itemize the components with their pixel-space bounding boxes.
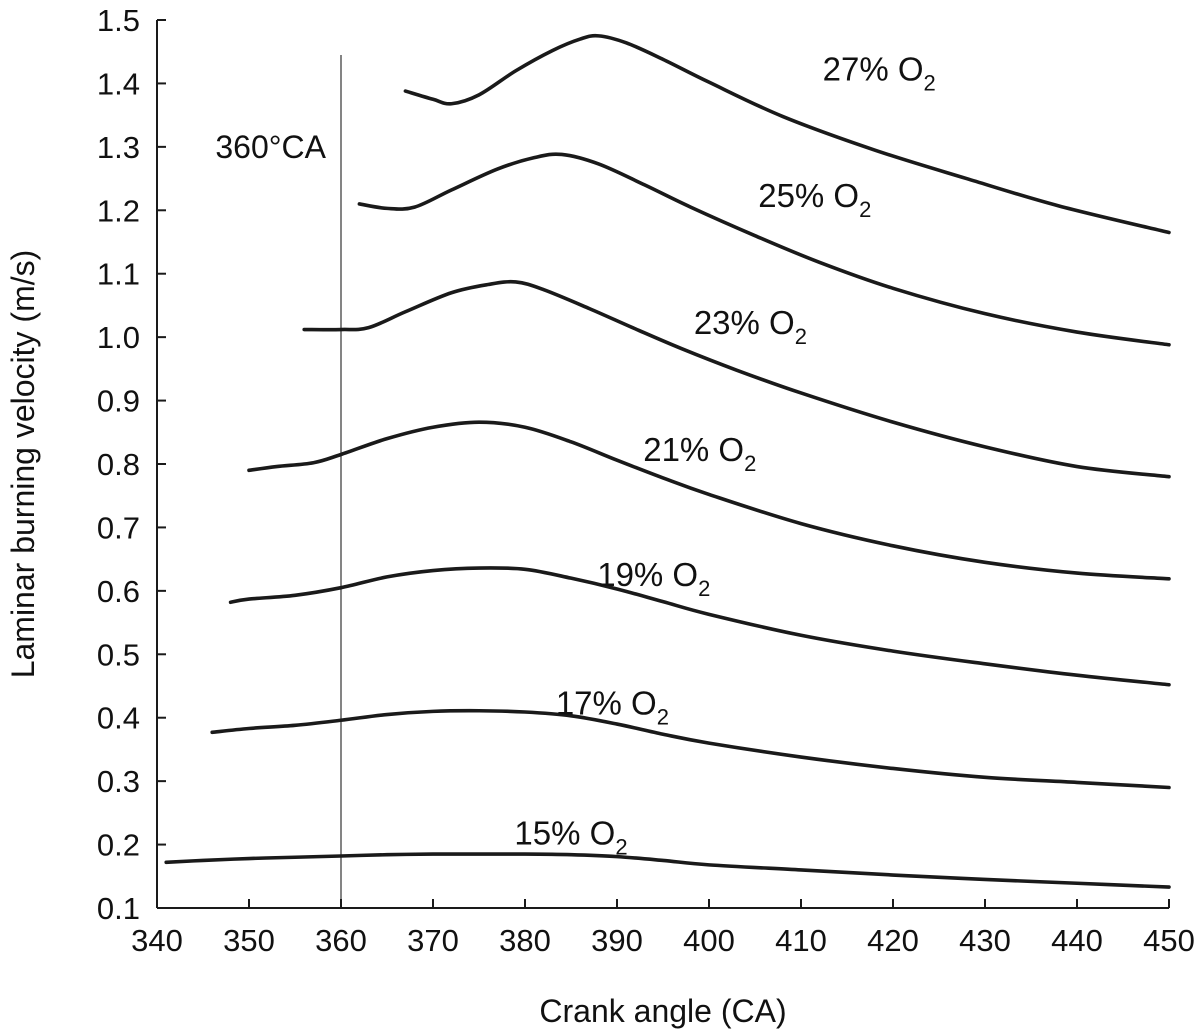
x-tick-label: 400: [683, 923, 735, 958]
y-tick-label: 0.5: [97, 637, 140, 672]
y-tick-label: 0.6: [97, 574, 140, 609]
x-ticks-group: 340 350 360 370 380 390 400 410 420 430 440 450: [131, 899, 1195, 958]
y-tick-label: 0.9: [97, 384, 140, 419]
y-tick-label: 0.2: [97, 828, 140, 863]
x-tick-label: 350: [223, 923, 275, 958]
reference-line-label: 360°CA: [215, 129, 326, 165]
plot-area: [157, 20, 1169, 908]
series-label-7: 27% O2: [823, 50, 936, 95]
y-tick-label: 1.0: [97, 320, 140, 355]
series-line-6: [357, 152, 1171, 347]
x-tick-label: 440: [1051, 923, 1103, 958]
reference-line-group: 360°CA: [215, 55, 342, 908]
y-tick-label: 1.5: [97, 3, 140, 38]
series-label-6: 25% O2: [758, 177, 871, 222]
y-tick-label: 0.7: [97, 510, 140, 545]
series-label-main: 21% O: [643, 431, 744, 468]
series-label-main: 15% O: [514, 815, 615, 852]
series-label-4: 21% O2: [643, 431, 756, 476]
y-axis-title: Laminar burning velocity (m/s): [5, 250, 41, 679]
series-line-2: [210, 708, 1171, 790]
series-label-subscript: 2: [924, 70, 936, 95]
series-label-5: 23% O2: [694, 304, 807, 349]
series-label-subscript: 2: [615, 835, 627, 860]
series-label-subscript: 2: [795, 324, 807, 349]
series-group: [164, 33, 1171, 889]
series-label-subscript: 2: [859, 197, 871, 222]
series-line-1: [164, 852, 1171, 889]
x-tick-label: 380: [499, 923, 551, 958]
series-label-main: 23% O: [694, 304, 795, 341]
series-line-7: [403, 33, 1171, 235]
series-label-2: 17% O2: [556, 685, 669, 730]
series-label-subscript: 2: [698, 576, 710, 601]
y-tick-label: 0.4: [97, 701, 140, 736]
series-label-3: 19% O2: [597, 556, 710, 601]
y-tick-label: 1.1: [97, 257, 140, 292]
y-tick-label: 1.2: [97, 193, 140, 228]
x-tick-label: 360: [315, 923, 367, 958]
x-tick-label: 370: [407, 923, 459, 958]
x-axis-title: Crank angle (CA): [539, 993, 786, 1029]
series-line-4: [247, 420, 1171, 581]
series-label-1: 15% O2: [514, 815, 627, 860]
series-line-3: [228, 566, 1171, 687]
y-ticks-group: 0.1 0.2 0.3 0.4 0.5 0.6 0.7 0.8 0.9 1.0 1.1 1.2 1.3 1…: [97, 3, 166, 926]
y-tick-label: 1.3: [97, 130, 140, 165]
series-label-subscript: 2: [657, 705, 669, 730]
y-tick-label: 0.3: [97, 764, 140, 799]
x-tick-label: 450: [1143, 923, 1195, 958]
x-tick-label: 410: [775, 923, 827, 958]
x-tick-label: 430: [959, 923, 1011, 958]
y-tick-label: 0.1: [97, 891, 140, 926]
series-label-main: 27% O: [823, 50, 924, 87]
series-line-5: [302, 279, 1171, 479]
series-label-main: 19% O: [597, 556, 698, 593]
y-tick-label: 0.8: [97, 447, 140, 482]
series-label-main: 17% O: [556, 685, 657, 722]
y-tick-label: 1.4: [97, 66, 140, 101]
x-tick-label: 340: [131, 923, 183, 958]
series-label-main: 25% O: [758, 177, 859, 214]
series-label-subscript: 2: [744, 451, 756, 476]
x-tick-label: 420: [867, 923, 919, 958]
x-tick-label: 390: [591, 923, 643, 958]
